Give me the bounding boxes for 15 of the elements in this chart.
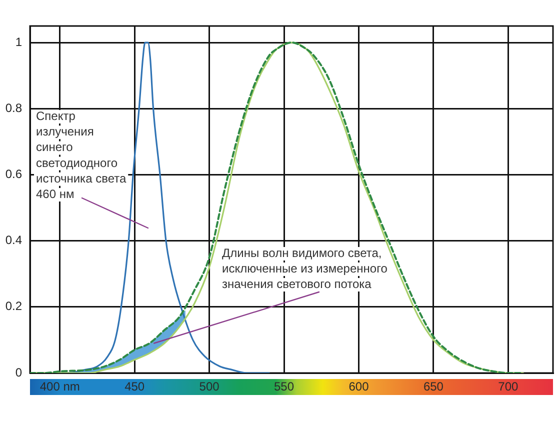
x-tick-label: 450: [124, 380, 145, 394]
y-tick-label: 0: [15, 365, 22, 380]
annotation: Спектр излучения синего светодиодного источника света 460 нм: [36, 109, 126, 201]
y-tick-label: 0.2: [5, 299, 22, 314]
x-tick-label: 650: [423, 380, 444, 394]
y-tick-label: 0.4: [5, 233, 22, 248]
x-tick-label: 500: [199, 380, 220, 394]
x-tick-label: 550: [274, 380, 294, 394]
y-tick-label: 0.8: [5, 100, 22, 115]
y-tick-label: 1: [15, 34, 22, 49]
y-tick-label: 0.6: [5, 167, 22, 182]
x-tick-label: 400 nm: [40, 380, 80, 394]
x-tick-label: 600: [348, 380, 370, 394]
annotation: Длины волн видимого света, исключенные из измеренного значения светового потока: [222, 246, 388, 291]
x-tick-label: 700: [498, 380, 519, 394]
